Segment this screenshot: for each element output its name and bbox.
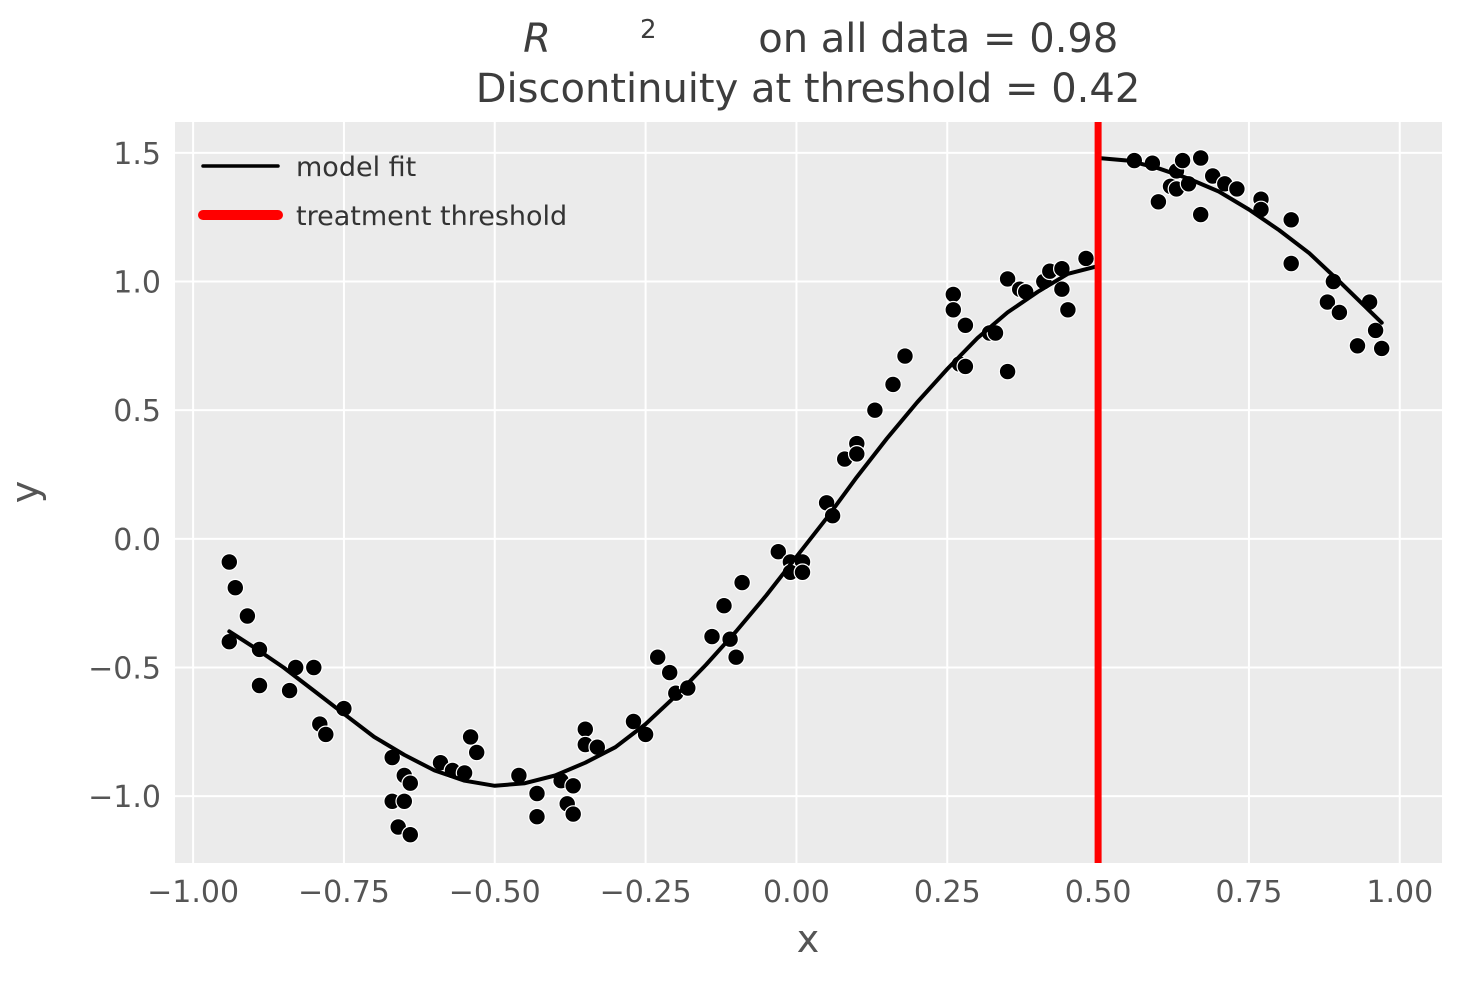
x-tick-label: 0.50 xyxy=(1065,875,1132,910)
scatter-point xyxy=(238,607,257,625)
y-tick-label: −1.0 xyxy=(88,780,161,815)
scatter-point xyxy=(1077,249,1095,268)
scatter-point xyxy=(769,542,788,561)
model-fit-line-left xyxy=(227,264,1101,788)
y-tick-label: −0.5 xyxy=(88,651,161,686)
x-tick-label: 0.75 xyxy=(1216,875,1283,910)
scatter-point xyxy=(1191,205,1210,224)
x-tick-label: 0.25 xyxy=(914,875,981,910)
scatter-point xyxy=(884,375,902,394)
scatter-point xyxy=(304,658,323,677)
y-axis-label: y xyxy=(3,481,47,504)
scatter-point xyxy=(648,648,667,667)
x-tick-label: −0.50 xyxy=(449,875,541,910)
scatter-point xyxy=(220,553,239,571)
scatter-point xyxy=(956,316,975,335)
chart-title-line2: Discontinuity at threshold = 0.42 xyxy=(476,66,1141,112)
scatter-point xyxy=(678,679,697,697)
scatter-point xyxy=(1348,336,1367,355)
scatter-point xyxy=(1282,254,1301,273)
x-axis-label: x xyxy=(797,917,820,961)
scatter-point xyxy=(998,362,1017,381)
scatter-point xyxy=(528,784,546,803)
x-tick-label: −1.00 xyxy=(147,875,239,910)
model-fit-layer xyxy=(227,156,1384,788)
scatter-point xyxy=(226,578,245,597)
scatter-point xyxy=(733,573,751,592)
x-tick-label: −0.75 xyxy=(298,875,390,910)
scatter-point xyxy=(1366,321,1385,340)
scatter-point xyxy=(280,681,299,700)
legend-item-model-fit: model fit xyxy=(201,152,416,183)
y-tick-label: 1.0 xyxy=(113,266,161,301)
x-tick-label: −0.25 xyxy=(600,875,692,910)
scatter-point xyxy=(564,776,583,795)
x-tick-label: 1.00 xyxy=(1366,875,1433,910)
scatter-point xyxy=(944,300,963,319)
scatter-point xyxy=(1191,149,1210,167)
x-tick-labels: −1.00 −0.75 −0.50 −0.25 0.00 0.25 0.50 0.75 1.00 xyxy=(147,875,1433,910)
scatter-point xyxy=(467,743,486,762)
legend-model-fit-label: model fit xyxy=(296,152,416,183)
scatter-point xyxy=(1058,300,1077,319)
scatter-point xyxy=(1149,192,1168,211)
scatter-point xyxy=(1173,151,1192,170)
legend-threshold-label: treatment threshold xyxy=(296,201,567,232)
legend-item-treatment-threshold: treatment threshold xyxy=(198,201,567,232)
scatter-point xyxy=(576,720,595,739)
scatter-point xyxy=(1330,303,1349,322)
scatter-point xyxy=(1282,210,1301,229)
scatter-point xyxy=(1227,179,1246,198)
scatter-point xyxy=(395,792,414,811)
scatter-point xyxy=(564,805,583,823)
plot-area xyxy=(175,122,1442,863)
scatter-point xyxy=(956,357,975,376)
scatter-point xyxy=(660,663,679,682)
legend: model fit treatment threshold xyxy=(198,152,567,232)
scatter-point xyxy=(727,648,745,667)
scatter-point xyxy=(250,676,269,695)
x-tick-label: 0.00 xyxy=(763,875,830,910)
scatter-point xyxy=(1372,339,1391,358)
title-math-symbol: R xyxy=(523,16,551,62)
scatter-point xyxy=(401,774,420,793)
y-tick-label: 0.0 xyxy=(113,523,161,558)
y-tick-label: 0.5 xyxy=(113,394,161,429)
y-tick-labels: 1.5 1.0 0.5 0.0 −0.5 −1.0 xyxy=(88,137,161,815)
scatter-point xyxy=(401,825,420,844)
scatter-point xyxy=(1052,280,1071,299)
scatter-point xyxy=(847,445,866,463)
model-fit-line-right xyxy=(1096,156,1384,325)
y-tick-label: 1.5 xyxy=(113,137,161,172)
title-exponent: 2 xyxy=(640,15,657,45)
scatter-point xyxy=(998,270,1017,288)
scatter-point xyxy=(624,712,643,731)
scatter-point xyxy=(528,807,546,826)
scatter-point xyxy=(1318,293,1337,312)
chart-title-line1: R 2 on all data = 0.98 xyxy=(434,2,1182,62)
scatter-point xyxy=(944,285,963,304)
scatter-point xyxy=(703,627,721,646)
scatter-point xyxy=(715,596,733,615)
scatter-point xyxy=(461,728,480,746)
scatter-point xyxy=(793,563,812,582)
title-line1-rest: on all data = 0.98 xyxy=(746,16,1119,62)
scatter-point xyxy=(316,725,335,744)
scatter-point xyxy=(866,401,884,420)
scatter-point xyxy=(896,347,914,366)
